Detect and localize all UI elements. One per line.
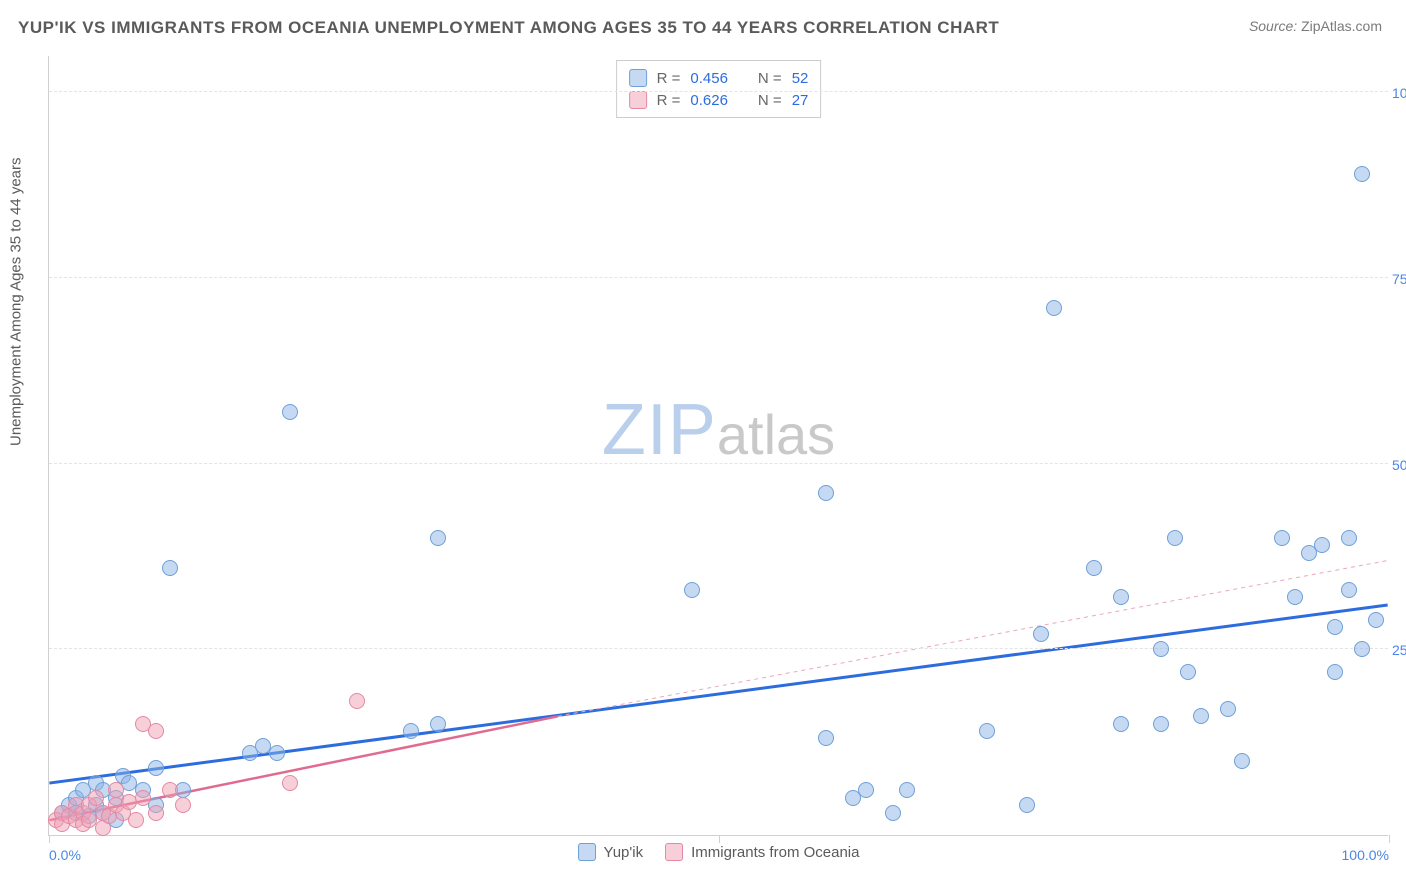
legend-swatch	[665, 843, 683, 861]
data-point	[1234, 753, 1250, 769]
legend-swatch	[629, 91, 647, 109]
data-point	[1113, 589, 1129, 605]
y-tick-label: 100.0%	[1392, 85, 1406, 101]
data-point	[349, 693, 365, 709]
x-tick-label: 100.0%	[1342, 847, 1389, 863]
grid-line	[49, 277, 1388, 278]
data-point	[1341, 530, 1357, 546]
data-point	[1113, 716, 1129, 732]
data-point	[818, 730, 834, 746]
data-point	[162, 782, 178, 798]
watermark: ZIPatlas	[602, 389, 835, 471]
data-point	[162, 560, 178, 576]
watermark-zip: ZIP	[602, 390, 717, 470]
source-value: ZipAtlas.com	[1301, 18, 1382, 34]
x-tick	[1389, 835, 1390, 843]
data-point	[403, 723, 419, 739]
data-point	[148, 760, 164, 776]
data-point	[282, 775, 298, 791]
data-point	[1354, 641, 1370, 657]
legend-r-value: 0.626	[690, 92, 728, 109]
legend-n-label: N =	[758, 92, 782, 109]
data-point	[1153, 716, 1169, 732]
x-tick	[719, 835, 720, 843]
data-point	[1033, 626, 1049, 642]
data-point	[818, 485, 834, 501]
legend-swatch	[578, 843, 596, 861]
source-attribution: Source: ZipAtlas.com	[1249, 18, 1382, 34]
legend-r-label: R =	[657, 70, 681, 87]
data-point	[1274, 530, 1290, 546]
data-point	[1354, 166, 1370, 182]
legend-n-value: 52	[792, 70, 809, 87]
data-point	[1019, 797, 1035, 813]
data-point	[88, 790, 104, 806]
data-point	[899, 782, 915, 798]
data-point	[979, 723, 995, 739]
data-point	[1287, 589, 1303, 605]
chart-plot-area: ZIPatlas R =0.456N =52R =0.626N =27 Yup'…	[48, 56, 1388, 836]
correlation-legend: R = 0.456 N = 52 R = 0.626 N = 27	[616, 60, 822, 118]
series-legend-label: Yup'ik	[604, 844, 644, 861]
data-point	[1327, 619, 1343, 635]
y-tick-label: 50.0%	[1392, 457, 1406, 473]
data-point	[885, 805, 901, 821]
data-point	[1220, 701, 1236, 717]
data-point	[108, 782, 124, 798]
watermark-atlas: atlas	[717, 403, 835, 466]
data-point	[128, 812, 144, 828]
data-point	[430, 716, 446, 732]
data-point	[430, 530, 446, 546]
chart-title: YUP'IK VS IMMIGRANTS FROM OCEANIA UNEMPL…	[18, 18, 999, 38]
data-point	[1193, 708, 1209, 724]
series-legend: Yup'ik Immigrants from Oceania	[578, 843, 860, 861]
trend-lines-layer	[49, 56, 1388, 835]
data-point	[1341, 582, 1357, 598]
legend-n-label: N =	[758, 70, 782, 87]
legend-r-value: 0.456	[690, 70, 728, 87]
legend-n-value: 27	[792, 92, 809, 109]
legend-row: R = 0.456 N = 52	[629, 67, 809, 89]
data-point	[175, 797, 191, 813]
data-point	[1046, 300, 1062, 316]
x-tick	[49, 835, 50, 843]
data-point	[684, 582, 700, 598]
legend-row: R = 0.626 N = 27	[629, 89, 809, 111]
data-point	[135, 790, 151, 806]
grid-line	[49, 463, 1388, 464]
x-tick-label: 0.0%	[49, 847, 81, 863]
data-point	[1153, 641, 1169, 657]
data-point	[1180, 664, 1196, 680]
source-label: Source:	[1249, 18, 1297, 34]
data-point	[148, 805, 164, 821]
data-point	[1167, 530, 1183, 546]
data-point	[1086, 560, 1102, 576]
data-point	[1327, 664, 1343, 680]
y-tick-label: 25.0%	[1392, 642, 1406, 658]
data-point	[1368, 612, 1384, 628]
grid-line	[49, 648, 1388, 649]
series-legend-item: Yup'ik	[578, 843, 644, 861]
data-point	[269, 745, 285, 761]
data-point	[148, 723, 164, 739]
legend-r-label: R =	[657, 92, 681, 109]
y-axis-title: Unemployment Among Ages 35 to 44 years	[8, 157, 25, 446]
data-point	[1314, 537, 1330, 553]
series-legend-label: Immigrants from Oceania	[691, 844, 859, 861]
legend-swatch	[629, 69, 647, 87]
series-legend-item: Immigrants from Oceania	[665, 843, 859, 861]
grid-line	[49, 91, 1388, 92]
data-point	[858, 782, 874, 798]
y-tick-label: 75.0%	[1392, 271, 1406, 287]
data-point	[282, 404, 298, 420]
